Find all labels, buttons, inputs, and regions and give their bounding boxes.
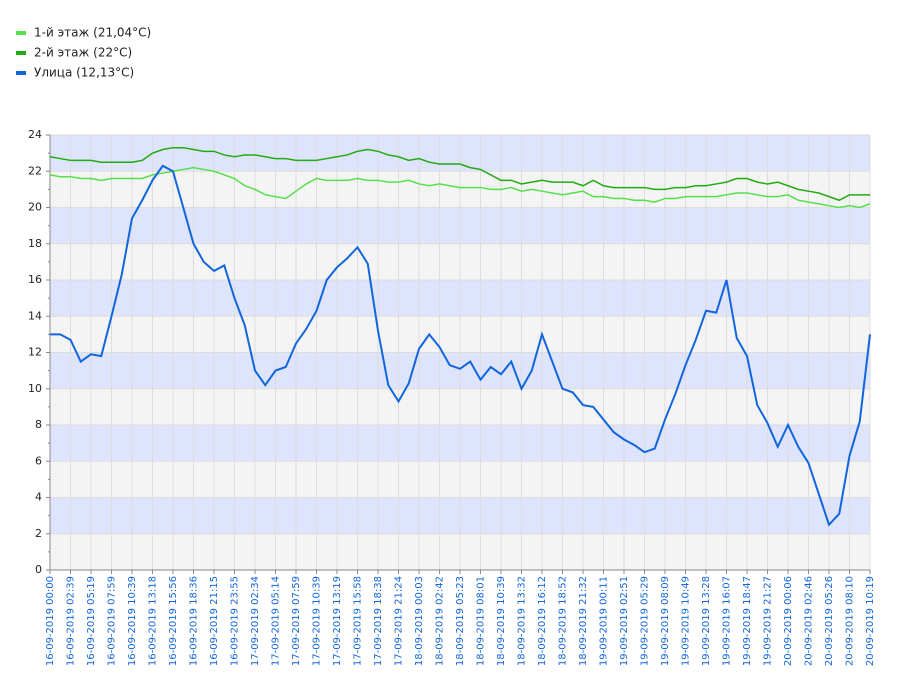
y-tick-label: 22 [28,164,42,177]
x-tick-label: 17-09-2019 15:58 [353,576,364,666]
x-tick-label: 16-09-2019 13:18 [148,576,159,666]
y-tick-label: 2 [35,527,42,540]
x-tick-label: 18-09-2019 16:12 [537,576,548,666]
legend-label: 1-й этаж (21,04°C) [34,26,151,40]
x-tick-label: 19-09-2019 16:07 [722,576,733,666]
x-tick-label: 16-09-2019 10:39 [127,576,138,666]
y-tick-label: 24 [28,128,42,141]
legend-swatch [16,71,26,75]
legend-label: 2-й этаж (22°C) [34,46,132,60]
y-tick-label: 20 [28,201,42,214]
x-tick-label: 18-09-2019 05:23 [455,576,466,666]
x-tick-label: 17-09-2019 02:34 [250,576,261,666]
legend-swatch [16,31,26,35]
x-tick-label: 16-09-2019 15:56 [168,576,179,666]
y-tick-label: 14 [28,309,42,322]
y-tick-label: 10 [28,382,42,395]
x-tick-label: 18-09-2019 02:42 [435,576,446,666]
x-tick-label: 16-09-2019 18:36 [189,576,200,666]
y-tick-label: 4 [35,491,42,504]
x-tick-label: 18-09-2019 00:03 [414,576,425,666]
x-tick-label: 17-09-2019 10:39 [312,576,323,666]
y-tick-label: 6 [35,454,42,467]
x-tick-label: 18-09-2019 18:52 [558,576,569,666]
x-tick-label: 19-09-2019 02:51 [619,576,630,666]
series-line [50,164,871,527]
y-tick-label: 12 [28,346,42,359]
x-tick-label: 19-09-2019 00:11 [599,576,610,666]
y-tick-label: 0 [35,563,42,576]
x-tick-label: 20-09-2019 02:46 [804,576,815,666]
x-tick-label: 20-09-2019 05:26 [824,576,835,666]
series-line [49,166,871,209]
x-tick-label: 19-09-2019 05:29 [640,576,651,666]
legend-swatch [16,51,26,55]
series-line [49,146,870,202]
legend-label: Улица (12,13°C) [34,66,134,80]
x-tick-label: 16-09-2019 02:39 [66,576,77,666]
x-tick-label: 18-09-2019 21:32 [578,576,589,666]
y-tick-label: 8 [35,418,42,431]
x-tick-label: 16-09-2019 00:00 [45,576,56,666]
x-tick-label: 20-09-2019 08:10 [845,576,856,666]
y-tick-label: 16 [28,273,42,286]
x-tick-label: 16-09-2019 05:19 [86,576,97,666]
x-tick-label: 16-09-2019 21:15 [209,576,220,666]
x-tick-label: 17-09-2019 18:38 [373,576,384,666]
x-tick-label: 19-09-2019 13:28 [701,576,712,666]
x-tick-label: 20-09-2019 00:06 [783,576,794,666]
x-tick-label: 18-09-2019 10:39 [496,576,507,666]
y-tick-label: 18 [28,237,42,250]
x-tick-label: 16-09-2019 23:55 [230,576,241,666]
x-tick-label: 17-09-2019 21:24 [394,576,405,666]
x-tick-label: 17-09-2019 05:14 [271,576,282,666]
x-tick-label: 18-09-2019 13:32 [517,576,528,666]
x-tick-label: 19-09-2019 10:49 [681,576,692,666]
x-tick-label: 16-09-2019 07:59 [107,576,118,666]
x-tick-label: 17-09-2019 07:59 [291,576,302,666]
x-tick-label: 19-09-2019 18:47 [742,576,753,666]
x-tick-label: 20-09-2019 10:19 [865,576,876,666]
x-tick-label: 19-09-2019 08:09 [660,576,671,666]
x-tick-label: 17-09-2019 13:19 [332,576,343,666]
x-tick-label: 19-09-2019 21:27 [763,576,774,666]
x-tick-label: 18-09-2019 08:01 [476,576,487,666]
